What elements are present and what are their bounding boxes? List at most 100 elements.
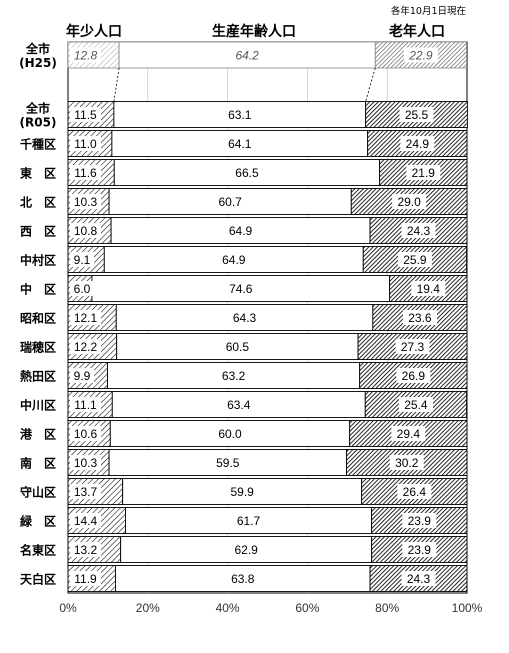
- ward-category-label: 緑 区: [20, 514, 56, 529]
- ward-category-label: 西 区: [20, 225, 56, 239]
- header-elderly-label: 老年人口: [389, 23, 445, 40]
- value-label-bg: [406, 165, 441, 180]
- working-value-label: 60.0: [218, 427, 242, 441]
- ward-category-label: 守山区: [20, 485, 56, 500]
- value-label-bg: [70, 47, 101, 63]
- value-label-bg: [70, 368, 94, 383]
- young-value-label: 10.6: [74, 427, 98, 441]
- ward-category-label: 中村区: [20, 253, 56, 268]
- ward-category-label: 南 区: [20, 456, 56, 471]
- working-bar: [116, 333, 359, 360]
- x-tick-label: 20%: [136, 601, 160, 615]
- working-value-label: 63.8: [231, 572, 255, 586]
- value-label-bg: [70, 513, 101, 528]
- working-bar: [118, 41, 376, 69]
- value-label-bg: [411, 281, 446, 296]
- elderly-value-label: 23.6: [408, 311, 432, 325]
- working-bar: [122, 478, 363, 505]
- elderly-value-label: 25.9: [403, 253, 427, 267]
- working-bar: [103, 246, 364, 273]
- working-value-label: 64.1: [228, 137, 252, 151]
- value-label-bg: [389, 455, 424, 470]
- working-value-label: 64.9: [229, 224, 253, 238]
- young-value-label: 10.3: [74, 195, 98, 209]
- working-bar: [120, 536, 373, 563]
- elderly-value-label: 24.9: [406, 137, 430, 151]
- young-value-label: 11.0: [74, 137, 97, 151]
- working-bar: [115, 304, 374, 331]
- value-label-bg: [397, 252, 432, 267]
- working-value-label: 63.1: [228, 108, 252, 122]
- elderly-value-label: 26.4: [403, 485, 427, 499]
- elderly-value-label: 30.2: [395, 456, 419, 470]
- working-value-label: 62.9: [234, 543, 258, 557]
- value-label-bg: [401, 223, 436, 238]
- value-label-bg: [70, 194, 101, 209]
- working-value-label: 63.4: [227, 398, 251, 412]
- working-bar: [115, 565, 371, 592]
- elderly-bar: [365, 101, 468, 128]
- elderly-value-label: 19.4: [417, 282, 441, 296]
- working-value-label: 59.9: [230, 485, 254, 499]
- working-bar: [109, 420, 351, 447]
- young-value-label: 11.9: [74, 572, 97, 586]
- reference-category-label-sub: (H25): [19, 56, 57, 70]
- working-value-label: 59.5: [216, 456, 240, 470]
- value-label-bg: [70, 397, 101, 412]
- value-label-bg: [70, 165, 101, 180]
- value-label-bg: [70, 571, 101, 586]
- working-bar: [108, 188, 352, 215]
- elderly-value-label: 23.9: [408, 514, 432, 528]
- working-value-label: 63.2: [222, 369, 246, 383]
- elderly-value-label: 27.3: [401, 340, 425, 354]
- working-value-label: 74.6: [229, 282, 253, 296]
- value-label-bg: [398, 397, 433, 412]
- date-note: 各年10月1日現在: [391, 5, 466, 17]
- ward-category-label: 中川区: [20, 398, 56, 413]
- value-label-bg: [400, 136, 435, 151]
- young-value-label: 9.1: [74, 253, 91, 267]
- elderly-value-label: 29.0: [397, 195, 421, 209]
- elderly-value-label: 25.5: [405, 108, 429, 122]
- x-tick-label: 100%: [452, 601, 483, 615]
- young-value-label: 11.1: [74, 398, 97, 412]
- ward-category-label: 昭和区: [20, 311, 56, 326]
- working-value-label: 64.2: [235, 49, 259, 63]
- value-label-bg: [397, 484, 432, 499]
- elderly-bar: [357, 333, 468, 360]
- value-label-bg: [403, 47, 438, 63]
- value-label-bg: [70, 542, 101, 557]
- x-tick-label: 60%: [295, 601, 319, 615]
- young-value-label: 11.5: [74, 108, 97, 122]
- value-label-bg: [391, 426, 426, 441]
- young-value-label: 10.3: [74, 456, 98, 470]
- elderly-value-label: 29.4: [397, 427, 421, 441]
- value-label-bg: [402, 513, 437, 528]
- reference-category-label: 全市: [25, 41, 50, 56]
- header-young-label: 年少人口: [66, 23, 122, 40]
- young-value-label: 10.8: [74, 224, 98, 238]
- elderly-value-label: 23.9: [408, 543, 432, 557]
- young-value-label: 11.6: [74, 166, 97, 180]
- city-total-category-label-sub: (R05): [20, 116, 57, 130]
- working-value-label: 60.5: [226, 340, 250, 354]
- elderly-value-label: 26.9: [402, 369, 426, 383]
- value-label-bg: [70, 281, 94, 296]
- x-tick-label: 80%: [375, 601, 399, 615]
- value-label-bg: [70, 339, 101, 354]
- elderly-value-label: 24.3: [407, 572, 431, 586]
- young-value-label: 14.4: [74, 514, 98, 528]
- working-bar: [107, 362, 361, 389]
- working-bar: [113, 101, 367, 128]
- value-label-bg: [70, 455, 101, 470]
- value-label-bg: [70, 310, 101, 325]
- working-bar: [108, 449, 347, 476]
- value-label-bg: [402, 310, 437, 325]
- ward-category-label: 北 区: [20, 195, 56, 210]
- ward-category-label: 港 区: [20, 427, 56, 442]
- working-bar: [125, 507, 373, 534]
- value-label-bg: [399, 107, 434, 122]
- young-value-label: 13.2: [74, 543, 98, 557]
- ward-category-label: 中 区: [20, 282, 56, 297]
